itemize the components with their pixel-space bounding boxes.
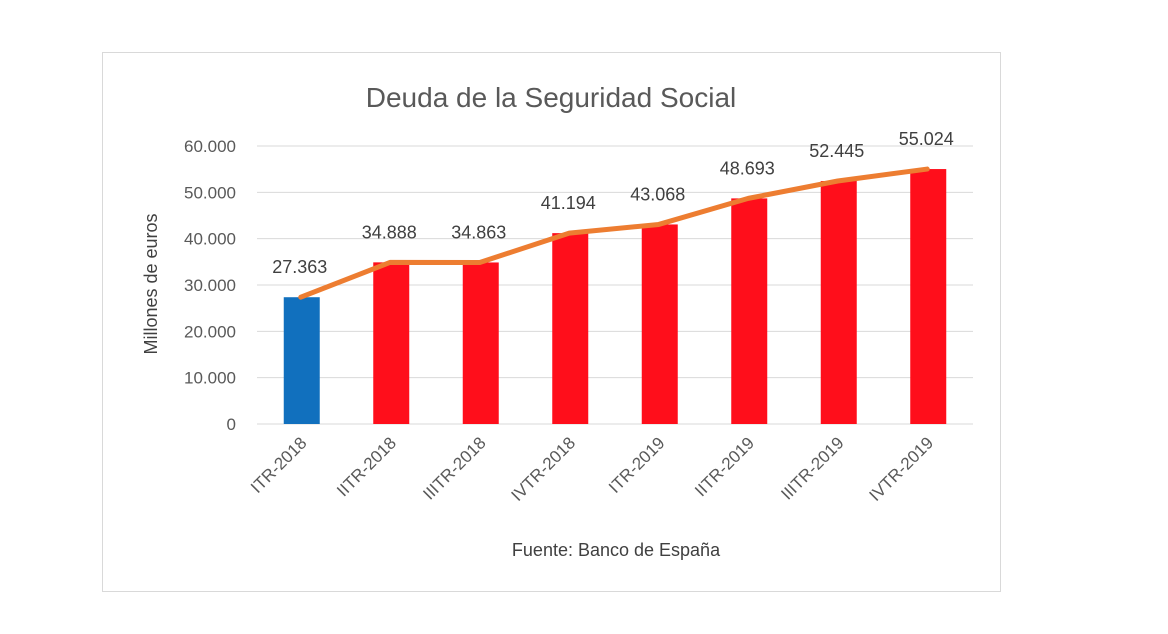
data-label: 34.863 — [451, 222, 506, 242]
bar — [552, 233, 589, 424]
y-tick-label: 60.000 — [184, 137, 236, 156]
chart-title: Deuda de la Seguridad Social — [366, 82, 736, 113]
x-tick-label: ITR-2019 — [605, 433, 669, 497]
x-tick-label: IIITR-2018 — [419, 433, 489, 503]
y-tick-label: 40.000 — [184, 230, 236, 249]
x-tick-label: IVTR-2018 — [508, 433, 580, 505]
y-tick-label: 50.000 — [184, 183, 236, 202]
bar — [731, 198, 768, 424]
data-label: 43.068 — [630, 184, 685, 204]
data-label: 52.445 — [809, 141, 864, 161]
x-tick-label: IIITR-2019 — [777, 433, 847, 503]
data-label: 48.693 — [720, 158, 775, 178]
y-tick-label: 10.000 — [184, 369, 236, 388]
source-label: Fuente: Banco de España — [512, 540, 721, 560]
bar — [373, 262, 410, 424]
bar — [910, 169, 947, 424]
bar — [283, 297, 320, 424]
trend-line-layer — [298, 166, 930, 300]
y-tick-labels: 0 10.000 20.000 30.000 40.000 50.000 60.000 — [184, 137, 236, 434]
data-label: 27.363 — [272, 257, 327, 277]
y-tick-label: 20.000 — [184, 322, 236, 341]
data-label: 55.024 — [899, 129, 954, 149]
trend-line — [298, 166, 930, 300]
bar — [820, 181, 857, 424]
y-tick-label: 0 — [227, 415, 236, 434]
gridlines — [257, 145, 973, 425]
bar — [462, 262, 499, 424]
y-axis-label: Millones de euros — [141, 213, 161, 354]
bar — [641, 224, 678, 424]
x-tick-label: IVTR-2019 — [866, 433, 938, 505]
x-tick-label: IITR-2019 — [691, 433, 758, 500]
x-tick-label: ITR-2018 — [247, 433, 311, 497]
data-label: 34.888 — [362, 222, 417, 242]
x-tick-labels: ITR-2018 IITR-2018 IIITR-2018 IVTR-2018 ITR-… — [247, 433, 937, 505]
data-labels: 27.363 34.888 34.863 41.194 43.068 48.693 52.4… — [272, 129, 954, 277]
x-tick-label: IITR-2018 — [333, 433, 400, 500]
y-tick-label: 30.000 — [184, 276, 236, 295]
data-label: 41.194 — [541, 193, 596, 213]
bars — [283, 169, 947, 424]
